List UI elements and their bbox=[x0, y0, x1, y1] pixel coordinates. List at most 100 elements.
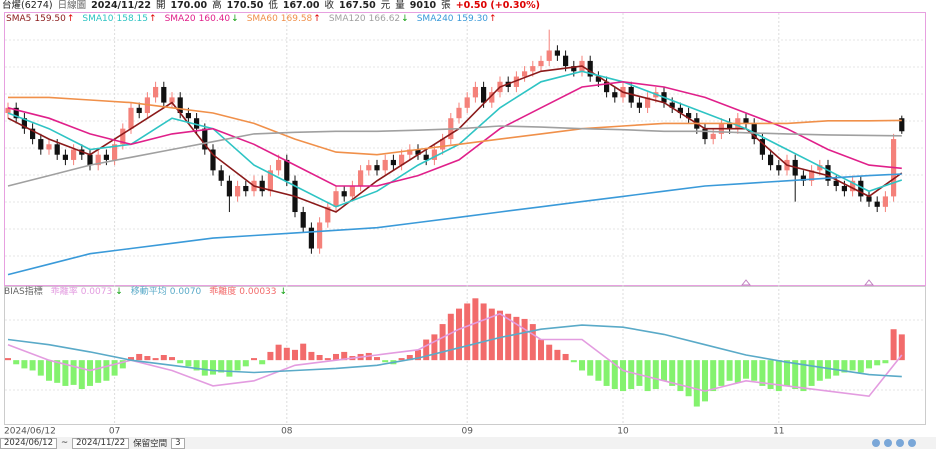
histogram-bar bbox=[111, 360, 118, 376]
start-date[interactable]: 2024/06/12 bbox=[0, 437, 57, 449]
view: 日線圖 bbox=[57, 0, 87, 11]
candle-body bbox=[38, 139, 44, 150]
histogram-bar bbox=[78, 360, 85, 390]
candle-body bbox=[710, 133, 716, 140]
x-tick-label: 09 bbox=[461, 427, 473, 437]
candle-body bbox=[481, 86, 487, 103]
histogram-bar bbox=[759, 360, 766, 386]
volume-unit: 張 bbox=[441, 0, 451, 11]
candle-body bbox=[817, 165, 823, 171]
legend-item: SMA120 166.62 ↓ bbox=[329, 14, 409, 25]
histogram-bar bbox=[185, 360, 192, 367]
histogram-bar bbox=[275, 344, 282, 361]
histogram-bar bbox=[70, 360, 77, 385]
candle-body bbox=[243, 185, 249, 192]
histogram-bar bbox=[160, 355, 167, 361]
candle-body bbox=[554, 50, 560, 56]
histogram-bar bbox=[267, 351, 274, 361]
candle-body bbox=[382, 159, 388, 171]
line bbox=[7, 80, 902, 187]
histogram-bar bbox=[710, 360, 717, 392]
legend-item: 乖離度 0.00033 ↓ bbox=[209, 287, 287, 298]
candle-body bbox=[226, 180, 232, 197]
candle-body bbox=[5, 107, 11, 114]
histogram-bar bbox=[87, 360, 93, 386]
candle-body bbox=[530, 66, 536, 72]
histogram-bar bbox=[505, 313, 512, 361]
x-tick-label: 2024/06/12 bbox=[4, 427, 56, 437]
histogram-bar bbox=[751, 360, 758, 381]
histogram-bar bbox=[497, 310, 503, 361]
histogram-bar bbox=[136, 353, 143, 361]
candle-body bbox=[702, 128, 708, 140]
indicator-title: BIAS指標 bbox=[4, 287, 43, 297]
legend-arrow: ↓ bbox=[401, 14, 409, 24]
icon-button[interactable] bbox=[872, 439, 880, 447]
candle-body bbox=[128, 107, 134, 129]
line bbox=[7, 70, 903, 208]
candle-body bbox=[874, 201, 880, 207]
histogram-bar bbox=[218, 360, 225, 373]
histogram-bar bbox=[398, 358, 405, 361]
histogram-bar bbox=[702, 360, 708, 402]
candle-body bbox=[185, 113, 191, 119]
candle-body bbox=[423, 154, 429, 160]
legend-value: 159.30 bbox=[456, 14, 489, 24]
candle-body bbox=[858, 180, 864, 197]
histogram-bar bbox=[5, 358, 11, 361]
icon-button[interactable] bbox=[908, 439, 916, 447]
icon-button[interactable] bbox=[896, 439, 904, 447]
histogram-bar bbox=[37, 360, 44, 376]
candle-body bbox=[358, 170, 364, 186]
histogram-bar bbox=[620, 360, 626, 392]
candle-body bbox=[415, 149, 421, 155]
candle-body bbox=[333, 191, 339, 207]
legend-item: SMA60 169.58 ↑ bbox=[247, 14, 321, 25]
histogram-bar bbox=[825, 360, 831, 379]
candle-body bbox=[267, 170, 273, 192]
histogram-bar bbox=[234, 360, 241, 371]
legend-arrow: ↑ bbox=[66, 14, 75, 24]
candle-body bbox=[349, 185, 355, 197]
candle-body bbox=[768, 154, 774, 166]
icon-button[interactable] bbox=[884, 439, 892, 447]
low-label: 低 bbox=[268, 0, 278, 11]
legend-value: 0.0070 bbox=[169, 287, 202, 297]
histogram-bar bbox=[677, 360, 684, 392]
legend-arrow: ↓ bbox=[231, 14, 239, 24]
candle-body bbox=[587, 60, 593, 77]
histogram-bar bbox=[636, 360, 643, 386]
legend-name: SMA5 bbox=[6, 14, 32, 24]
legend-arrow: ↑ bbox=[149, 14, 157, 24]
legend-item: SMA5 159.50 ↑ bbox=[6, 14, 74, 25]
histogram-bar bbox=[415, 349, 421, 361]
legend: BIAS指標 乖離率 0.0073 ↓ 移動平均 0.0070 乖離度 0.00033 ↓ bbox=[4, 287, 287, 298]
candle-body bbox=[308, 227, 314, 249]
candle-body bbox=[210, 149, 216, 171]
histogram-bar bbox=[177, 360, 184, 364]
histogram-bar bbox=[546, 344, 553, 361]
histogram-bar bbox=[210, 360, 216, 375]
legend: SMA5 159.50 ↑ SMA10 158.15 ↑ SMA20 160.40 ↓ SMA60… bbox=[6, 14, 497, 25]
candle-body bbox=[13, 107, 19, 119]
legend-item: SMA240 159.30 ↑ bbox=[417, 14, 497, 25]
histogram-bar bbox=[324, 358, 331, 361]
legend-arrow: ↓ bbox=[279, 287, 288, 297]
line bbox=[7, 125, 902, 187]
legend-name: 乖離率 bbox=[50, 287, 78, 297]
legend-item: SMA10 158.15 ↑ bbox=[82, 14, 156, 25]
end-date[interactable]: 2024/11/22 bbox=[72, 437, 130, 449]
space-value[interactable]: 3 bbox=[171, 437, 185, 449]
histogram-bar bbox=[480, 303, 487, 361]
histogram-bar bbox=[431, 334, 438, 361]
candle-body bbox=[841, 185, 847, 192]
histogram-bar bbox=[849, 360, 856, 371]
histogram-bar bbox=[308, 351, 315, 361]
candle-body bbox=[153, 86, 159, 98]
candle-body bbox=[882, 196, 888, 207]
legend-name: SMA60 bbox=[246, 14, 278, 24]
histogram-bar bbox=[201, 360, 208, 376]
marker bbox=[863, 279, 875, 286]
candle-body bbox=[259, 180, 265, 192]
histogram-bar bbox=[587, 360, 594, 376]
